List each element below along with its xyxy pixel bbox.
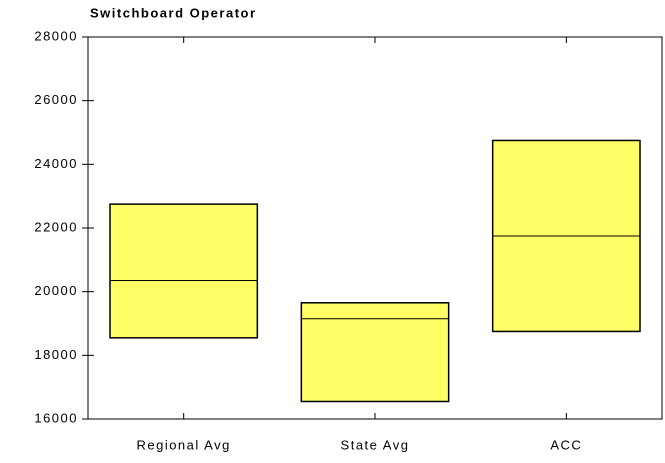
y-tick-label: 18000 xyxy=(34,347,78,362)
box xyxy=(300,302,450,403)
x-tick-label: ACC xyxy=(550,437,582,452)
box xyxy=(109,203,259,339)
y-tick-label: 20000 xyxy=(34,283,78,298)
x-tick-label: State Avg xyxy=(341,437,410,452)
y-tick-label: 28000 xyxy=(34,28,78,43)
y-tick-label: 24000 xyxy=(34,156,78,171)
x-tick-label: Regional Avg xyxy=(136,437,230,452)
y-tick-label: 22000 xyxy=(34,219,78,234)
y-tick-label: 26000 xyxy=(34,92,78,107)
chart-title: Switchboard Operator xyxy=(90,5,257,20)
y-tick-label: 16000 xyxy=(34,410,78,425)
